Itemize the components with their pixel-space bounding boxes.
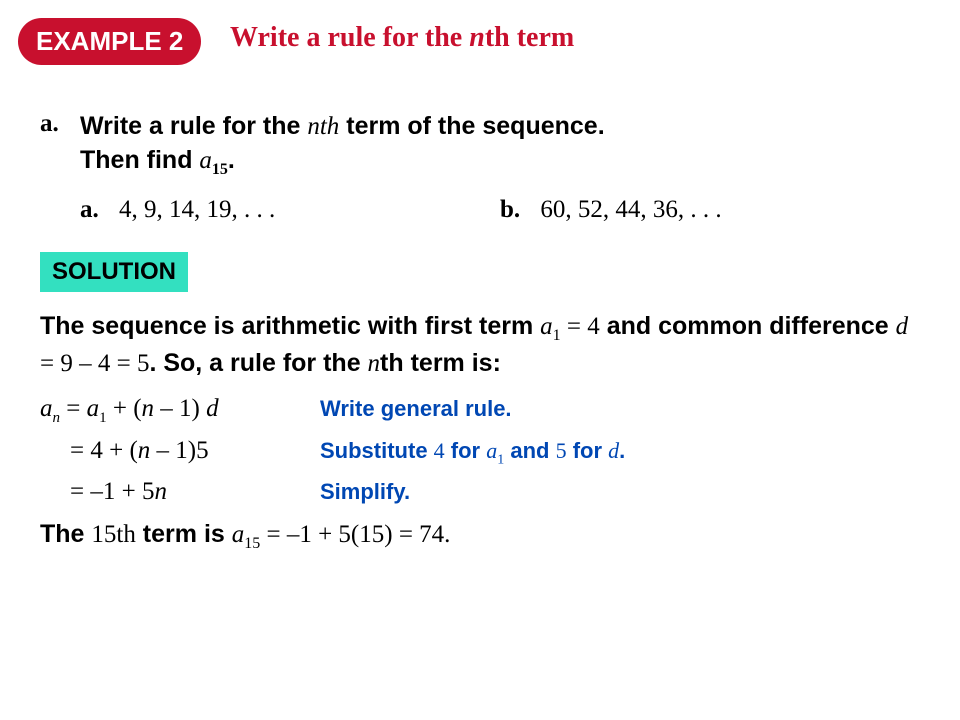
work-left-2: = 4 + (n – 1)5 xyxy=(40,437,320,465)
exp-n: n xyxy=(368,350,381,377)
prompt-end: . xyxy=(228,146,235,174)
prompt-text: Write a rule for the nth term of the seq… xyxy=(80,110,605,180)
w2-ra1: a xyxy=(486,438,497,463)
prompt-sub: 15 xyxy=(212,161,228,178)
prompt-2a: Then find xyxy=(80,146,199,174)
title-prefix: Write a rule for the xyxy=(230,22,469,53)
w2-re: . xyxy=(619,438,625,463)
work-left-1: an = a1 + (n – 1) d xyxy=(40,395,320,427)
part-label: a. xyxy=(40,110,80,180)
w1-n2: n xyxy=(142,395,155,422)
prompt-row: a. Write a rule for the nth term of the … xyxy=(40,110,920,180)
w2-rdvar: d xyxy=(608,438,619,463)
w1-n: n xyxy=(53,410,61,426)
exp-eq1: = 4 xyxy=(561,313,600,340)
work-block: an = a1 + (n – 1) d Write general rule. … xyxy=(40,395,920,506)
work-right-1: Write general rule. xyxy=(320,396,512,422)
sequence-b: b. 60, 52, 44, 36, . . . xyxy=(500,196,722,224)
solution-badge: SOLUTION xyxy=(40,252,188,292)
w2-rest: – 1)5 xyxy=(150,437,208,464)
seq-b-label: b. xyxy=(500,196,520,223)
exp-3: . So, a rule for the xyxy=(149,349,367,377)
fin-a: The xyxy=(40,520,91,548)
exp-4: th term is: xyxy=(380,349,501,377)
w2-r5: 5 xyxy=(556,438,567,463)
prompt-ital: nth xyxy=(307,113,339,140)
w1-eq: = xyxy=(60,395,87,422)
content-area: a. Write a rule for the nth term of the … xyxy=(40,110,920,553)
w1-a1: a xyxy=(87,395,100,422)
exp-1: The sequence is arithmetic with first te… xyxy=(40,312,540,340)
seq-b-text: 60, 52, 44, 36, . . . xyxy=(540,196,721,223)
fin-sub: 15 xyxy=(244,535,260,552)
work-row-1: an = a1 + (n – 1) d Write general rule. xyxy=(40,395,920,427)
prompt-var: a xyxy=(199,147,212,174)
w2-r4: 4 xyxy=(434,438,445,463)
fin-b: term is xyxy=(136,520,232,548)
work-row-3: = –1 + 5n Simplify. xyxy=(40,478,920,506)
prompt-1a: Write a rule for the xyxy=(80,112,307,140)
final-answer: The 15th term is a15 = –1 + 5(15) = 74. xyxy=(40,520,920,553)
seq-a-text: 4, 9, 14, 19, . . . xyxy=(119,196,275,223)
fin-15th: 15th xyxy=(91,521,135,548)
work-right-3: Simplify. xyxy=(320,479,410,505)
slide-title: Write a rule for the nth term xyxy=(230,22,574,54)
w2-rb: for xyxy=(445,438,487,463)
work-right-2: Substitute 4 for a1 and 5 for d. xyxy=(320,438,625,468)
w2-l: = 4 + ( xyxy=(70,437,138,464)
work-row-2: = 4 + (n – 1)5 Substitute 4 for a1 and 5… xyxy=(40,437,920,468)
title-ital: n xyxy=(469,22,485,53)
w2-n: n xyxy=(138,437,151,464)
fin-eq: = –1 + 5(15) = 74. xyxy=(260,521,450,548)
exp-d: d xyxy=(896,313,909,340)
work-left-3: = –1 + 5n xyxy=(40,478,320,506)
w1-rest: – 1) xyxy=(154,395,206,422)
explanation: The sequence is arithmetic with first te… xyxy=(40,310,920,380)
fin-var: a xyxy=(232,521,245,548)
seq-a-label: a. xyxy=(80,196,99,223)
w1-d: d xyxy=(206,395,219,422)
exp-2: and common difference xyxy=(600,312,896,340)
w1-a: a xyxy=(40,395,53,422)
title-suffix: th term xyxy=(485,22,574,53)
exp-eq2: = 9 – 4 = 5 xyxy=(40,350,149,377)
prompt-1b: term of the sequence. xyxy=(339,112,604,140)
w2-rc: and xyxy=(504,438,555,463)
exp-a1sub: 1 xyxy=(553,327,561,344)
example-badge: EXAMPLE 2 xyxy=(18,18,201,65)
exp-a1: a xyxy=(540,313,553,340)
w1-plus: + ( xyxy=(107,395,142,422)
w3-l: = –1 + 5 xyxy=(70,478,154,505)
w2-rd: for xyxy=(567,438,609,463)
sequence-a: a. 4, 9, 14, 19, . . . xyxy=(40,196,500,224)
w1-1: 1 xyxy=(99,410,107,426)
sequence-row: a. 4, 9, 14, 19, . . . b. 60, 52, 44, 36… xyxy=(40,196,920,224)
w3-n: n xyxy=(154,478,167,505)
w2-ra: Substitute xyxy=(320,438,434,463)
